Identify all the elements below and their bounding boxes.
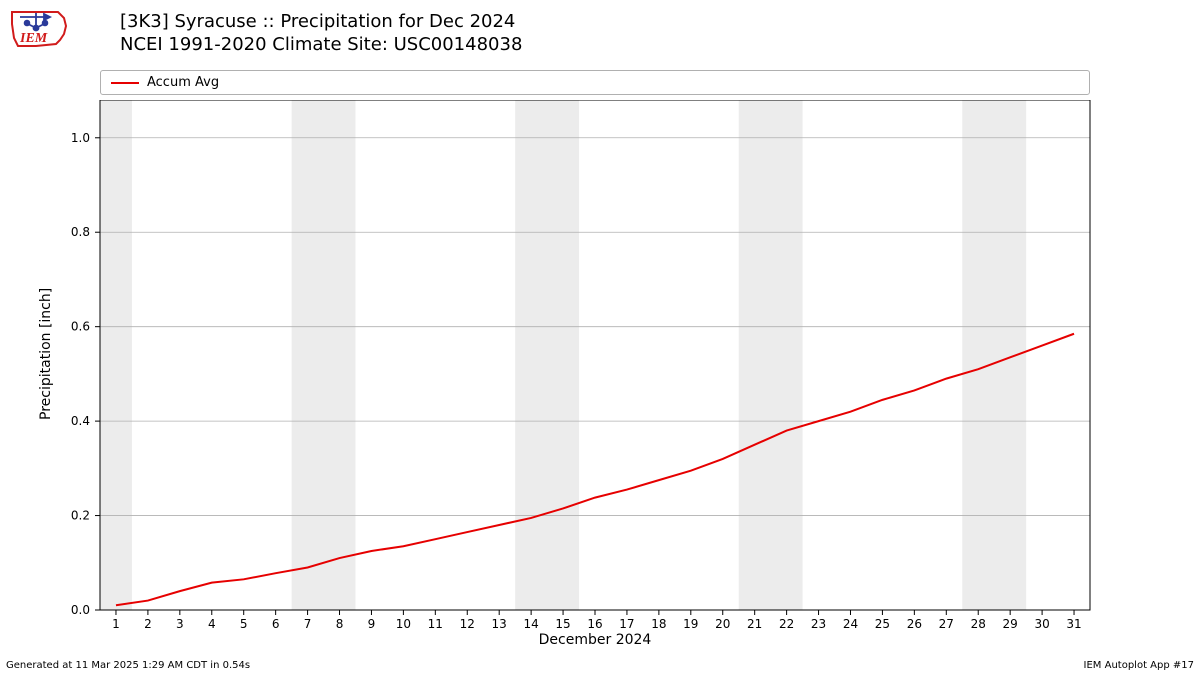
x-tick-label: 23 (811, 617, 826, 631)
legend: Accum Avg (100, 70, 1090, 95)
weekend-band (292, 100, 356, 610)
x-tick-label: 21 (747, 617, 762, 631)
y-tick-label: 0.6 (71, 320, 90, 334)
x-tick-label: 1 (112, 617, 120, 631)
x-tick-label: 14 (523, 617, 538, 631)
plot-area: 0.00.20.40.60.81.01234567891011121314151… (50, 100, 1120, 650)
x-tick-label: 22 (779, 617, 794, 631)
y-tick-label: 0.4 (71, 414, 90, 428)
iem-logo: IEM (6, 6, 76, 56)
x-tick-label: 26 (907, 617, 922, 631)
title-line-1: [3K3] Syracuse :: Precipitation for Dec … (120, 10, 522, 33)
x-tick-label: 10 (396, 617, 411, 631)
legend-label: Accum Avg (147, 75, 219, 90)
x-tick-label: 8 (336, 617, 344, 631)
plot-border (100, 100, 1090, 610)
weekend-band (739, 100, 803, 610)
x-tick-label: 15 (555, 617, 570, 631)
x-tick-label: 12 (460, 617, 475, 631)
x-tick-label: 13 (492, 617, 507, 631)
x-tick-label: 31 (1066, 617, 1081, 631)
chart-title: [3K3] Syracuse :: Precipitation for Dec … (120, 10, 522, 57)
x-tick-label: 30 (1034, 617, 1049, 631)
x-tick-label: 16 (587, 617, 602, 631)
x-tick-label: 17 (619, 617, 634, 631)
y-tick-label: 0.0 (71, 603, 90, 617)
series-accum-avg (116, 334, 1074, 606)
x-tick-label: 9 (368, 617, 376, 631)
y-tick-label: 0.2 (71, 509, 90, 523)
title-line-2: NCEI 1991-2020 Climate Site: USC00148038 (120, 33, 522, 56)
y-tick-label: 1.0 (71, 131, 90, 145)
x-tick-label: 19 (683, 617, 698, 631)
x-tick-label: 24 (843, 617, 858, 631)
x-tick-label: 29 (1003, 617, 1018, 631)
x-tick-label: 20 (715, 617, 730, 631)
x-tick-label: 7 (304, 617, 312, 631)
weekend-band (515, 100, 579, 610)
legend-swatch (111, 82, 139, 84)
chart-container: IEM [3K3] Syracuse :: Precipitation for … (0, 0, 1200, 675)
footer-generated: Generated at 11 Mar 2025 1:29 AM CDT in … (6, 660, 250, 671)
logo-text: IEM (19, 31, 48, 46)
x-tick-label: 4 (208, 617, 216, 631)
x-tick-label: 18 (651, 617, 666, 631)
x-tick-label: 2 (144, 617, 152, 631)
x-tick-label: 27 (939, 617, 954, 631)
x-tick-label: 3 (176, 617, 184, 631)
x-tick-label: 6 (272, 617, 280, 631)
weekend-band (100, 100, 132, 610)
x-tick-label: 25 (875, 617, 890, 631)
x-tick-label: 5 (240, 617, 248, 631)
y-tick-label: 0.8 (71, 225, 90, 239)
y-axis-label: Precipitation [inch] (38, 288, 54, 420)
x-tick-label: 11 (428, 617, 443, 631)
x-axis-label: December 2024 (100, 632, 1090, 648)
x-tick-label: 28 (971, 617, 986, 631)
footer-app: IEM Autoplot App #17 (1084, 660, 1194, 671)
